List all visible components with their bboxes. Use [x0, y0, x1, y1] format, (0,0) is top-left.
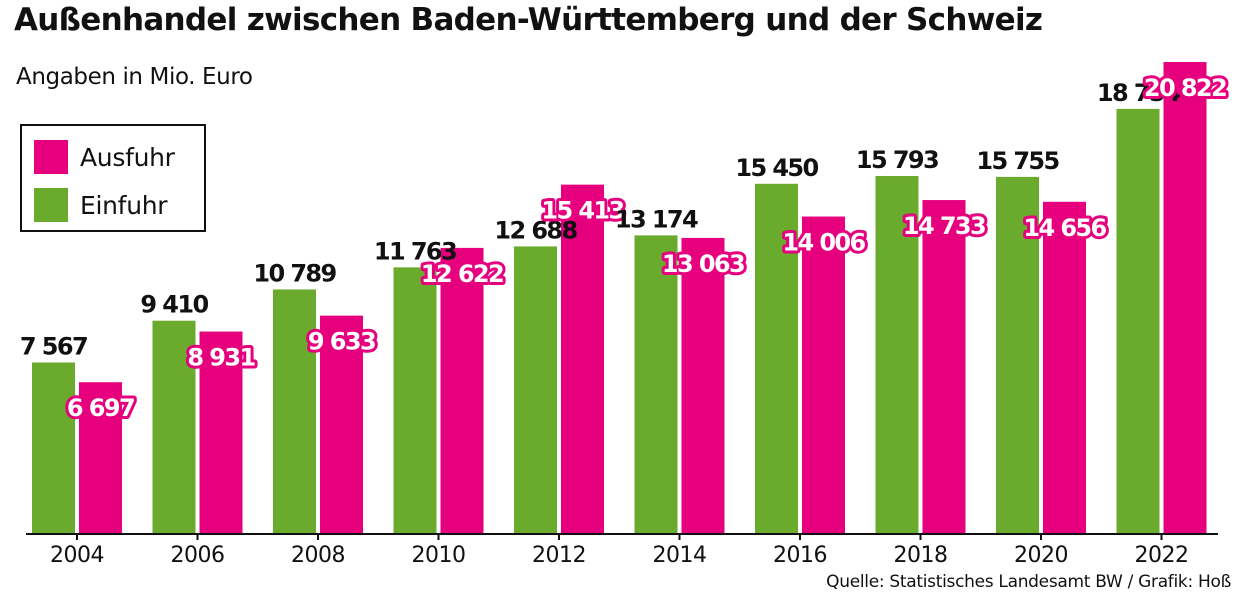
- label-ausfuhr-2018: 14 733: [903, 212, 985, 240]
- bar-ausfuhr-2010: [440, 247, 484, 534]
- x-tick-label-2022: 2022: [1135, 543, 1189, 568]
- legend-item-einfuhr: Einfuhr: [34, 186, 168, 224]
- legend-label-einfuhr: Einfuhr: [80, 190, 168, 220]
- bar-ausfuhr-2004: [79, 382, 122, 534]
- legend-swatch-einfuhr: [34, 188, 68, 222]
- label-einfuhr-2014: 13 174: [615, 205, 698, 233]
- legend-label-ausfuhr: Ausfuhr: [80, 142, 175, 172]
- x-tick-label-2010: 2010: [412, 543, 466, 568]
- bar-einfuhr-2010: [393, 267, 437, 534]
- bar-ausfuhr-2006: [199, 331, 243, 534]
- label-einfuhr-2018: 15 793: [856, 146, 938, 174]
- label-einfuhr-2010: 11 763: [374, 237, 456, 265]
- chart-subtitle: Angaben in Mio. Euro: [16, 64, 253, 90]
- label-ausfuhr-2012: 15 413: [541, 197, 623, 225]
- source-note: Quelle: Statistisches Landesamt BW / Gra…: [826, 572, 1231, 592]
- bar-ausfuhr-2022: [1163, 62, 1207, 534]
- x-tick-label-2012: 2012: [532, 543, 586, 568]
- bar-ausfuhr-2014: [681, 237, 725, 534]
- bar-einfuhr-2012: [514, 246, 557, 534]
- x-tick-label-2004: 2004: [50, 543, 104, 568]
- x-tick-label-2018: 2018: [894, 543, 948, 568]
- label-ausfuhr-2006: 8 931: [187, 344, 255, 372]
- label-ausfuhr-2004: 6 697: [67, 394, 134, 422]
- legend: Ausfuhr Einfuhr: [20, 124, 206, 232]
- bar-ausfuhr-2020: [1043, 201, 1086, 534]
- label-einfuhr-2012: 12 688: [494, 216, 577, 244]
- label-ausfuhr-2022: 20 822: [1144, 74, 1226, 102]
- legend-item-ausfuhr: Ausfuhr: [34, 138, 175, 176]
- label-einfuhr-2004: 7 567: [20, 332, 87, 360]
- label-einfuhr-2016: 15 450: [735, 154, 818, 182]
- label-ausfuhr-2008: 9 633: [308, 328, 375, 356]
- bar-einfuhr-2018: [875, 176, 919, 534]
- x-tick-label-2006: 2006: [171, 543, 225, 568]
- x-tick-label-2008: 2008: [291, 543, 345, 568]
- bar-einfuhr-2016: [755, 183, 798, 535]
- label-einfuhr-2006: 9 410: [140, 291, 208, 319]
- bar-ausfuhr-2016: [802, 216, 845, 534]
- label-ausfuhr-2020: 14 656: [1023, 214, 1106, 242]
- label-ausfuhr-2016: 14 006: [782, 229, 865, 257]
- label-einfuhr-2008: 10 789: [253, 259, 336, 287]
- label-einfuhr-2022: 18 754: [1097, 79, 1180, 107]
- bar-einfuhr-2004: [32, 362, 75, 534]
- bar-einfuhr-2014: [634, 235, 678, 534]
- label-einfuhr-2020: 15 755: [976, 147, 1059, 175]
- x-tick-label-2016: 2016: [773, 543, 827, 568]
- label-ausfuhr-2010: 12 622: [421, 260, 503, 288]
- x-tick-label-2020: 2020: [1014, 543, 1068, 568]
- bar-einfuhr-2008: [273, 289, 316, 534]
- x-tick-label-2014: 2014: [653, 543, 707, 568]
- legend-swatch-ausfuhr: [34, 140, 68, 174]
- bar-ausfuhr-2012: [561, 184, 604, 534]
- bar-ausfuhr-2018: [922, 200, 966, 534]
- label-ausfuhr-2014: 13 063: [662, 250, 744, 278]
- bar-einfuhr-2020: [996, 176, 1039, 535]
- bar-ausfuhr-2008: [320, 315, 363, 534]
- bar-einfuhr-2022: [1116, 108, 1160, 534]
- chart-title: Außenhandel zwischen Baden-Württemberg u…: [14, 2, 1043, 38]
- bar-einfuhr-2006: [152, 320, 196, 534]
